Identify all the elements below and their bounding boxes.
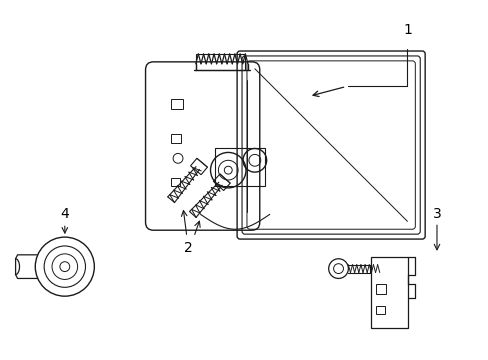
Text: 3: 3 xyxy=(432,207,441,221)
Bar xyxy=(195,54,244,70)
Text: 4: 4 xyxy=(61,207,69,221)
Bar xyxy=(375,306,384,314)
Text: 1: 1 xyxy=(402,23,411,37)
Bar xyxy=(171,99,183,109)
Text: 2: 2 xyxy=(184,241,193,255)
Bar xyxy=(215,148,264,186)
Bar xyxy=(171,134,181,143)
Bar xyxy=(171,178,180,186)
Bar xyxy=(370,257,407,328)
Bar xyxy=(375,284,385,294)
